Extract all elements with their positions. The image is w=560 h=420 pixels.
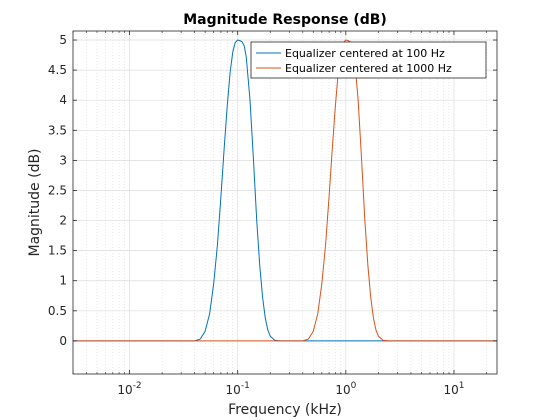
y-tick-label: 5: [59, 33, 67, 47]
y-tick-label: 1: [59, 274, 67, 288]
y-tick-label: 3: [59, 153, 67, 167]
x-tick-label: 10-1: [226, 381, 250, 397]
x-tick-label: 100: [335, 381, 356, 397]
chart-title: Magnitude Response (dB): [183, 12, 387, 28]
y-tick-label: 2: [59, 214, 67, 228]
series-line-1: [73, 39, 497, 342]
x-axis-label: Frequency (kHz): [228, 402, 342, 418]
x-tick-label: 10-2: [117, 381, 141, 397]
series-layer: [73, 39, 497, 342]
x-tick-labels: 10-2 10-1 100 101: [117, 381, 464, 397]
y-tick-label: 4: [59, 93, 67, 107]
y-axis-label: Magnitude (dB): [27, 148, 43, 256]
y-tick-label: 4.5: [48, 63, 67, 77]
plot-area: [73, 31, 497, 374]
y-tick-labels: 0 0.5 1 1.5 2 2.5 3 3.5 4 4.5 5: [48, 33, 67, 348]
y-tick-label: 0: [59, 334, 67, 348]
axis-ticks: [72, 31, 497, 374]
legend: Equalizer centered at 100 Hz Equalizer ce…: [250, 41, 487, 79]
y-tick-label: 3.5: [48, 123, 67, 137]
series-line-2: [73, 39, 497, 342]
y-tick-label: 2.5: [48, 183, 67, 197]
axes-box: [72, 30, 498, 375]
y-tick-label: 0.5: [48, 304, 67, 318]
legend-box: [250, 41, 487, 79]
legend-entry: Equalizer centered at 1000 Hz: [285, 62, 452, 75]
legend-entry: Equalizer centered at 100 Hz: [285, 47, 445, 60]
minor-grid: [72, 31, 487, 374]
y-tick-label: 1.5: [48, 244, 67, 258]
major-grid: [73, 31, 497, 374]
x-tick-label: 101: [443, 381, 464, 397]
